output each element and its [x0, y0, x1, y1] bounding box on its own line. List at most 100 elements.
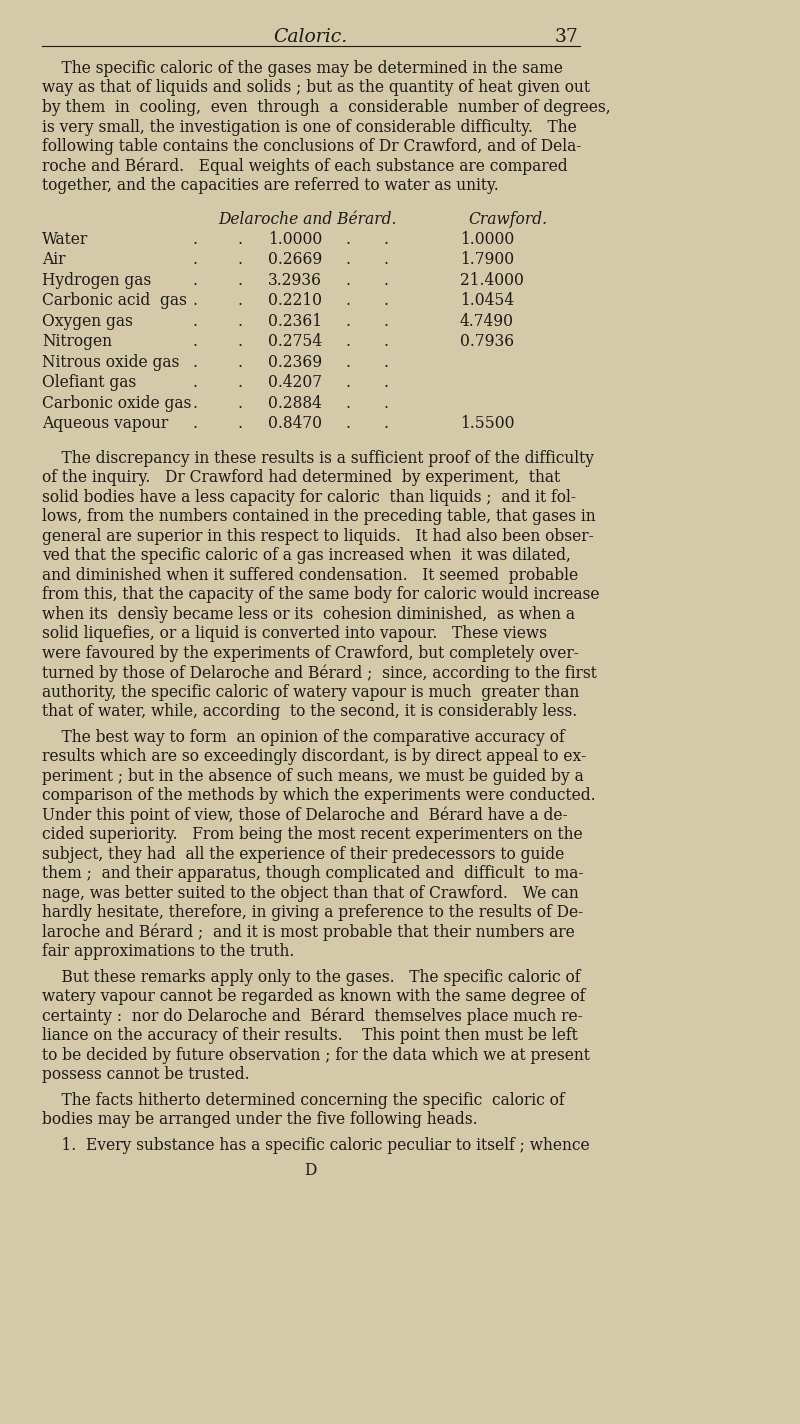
Text: .: .: [346, 333, 350, 350]
Text: 0.7936: 0.7936: [460, 333, 514, 350]
Text: .: .: [193, 333, 198, 350]
Text: Caloric.: Caloric.: [273, 28, 347, 46]
Text: Crawford.: Crawford.: [468, 211, 547, 228]
Text: .: .: [238, 313, 242, 330]
Text: .: .: [238, 394, 242, 412]
Text: liance on the accuracy of their results.    This point then must be left: liance on the accuracy of their results.…: [42, 1027, 578, 1044]
Text: together, and the capacities are referred to water as unity.: together, and the capacities are referre…: [42, 177, 498, 194]
Text: .: .: [238, 252, 242, 269]
Text: But these remarks apply only to the gases.   The specific caloric of: But these remarks apply only to the gase…: [42, 968, 581, 985]
Text: The specific caloric of the gases may be determined in the same: The specific caloric of the gases may be…: [42, 60, 563, 77]
Text: .: .: [238, 272, 242, 289]
Text: nage, was better suited to the object than that of Crawford.   We can: nage, was better suited to the object th…: [42, 884, 578, 901]
Text: Water: Water: [42, 231, 88, 248]
Text: Nitrous oxide gas: Nitrous oxide gas: [42, 353, 179, 370]
Text: .: .: [193, 272, 198, 289]
Text: ved that the specific caloric of a gas increased when  it was dilated,: ved that the specific caloric of a gas i…: [42, 547, 571, 564]
Text: .: .: [193, 416, 198, 433]
Text: .: .: [346, 353, 350, 370]
Text: .: .: [346, 252, 350, 269]
Text: .: .: [238, 353, 242, 370]
Text: were favoured by the experiments of Crawford, but completely over-: were favoured by the experiments of Craw…: [42, 645, 579, 662]
Text: laroche and Bérard ;  and it is most probable that their numbers are: laroche and Bérard ; and it is most prob…: [42, 924, 574, 941]
Text: Under this point of view, those of Delaroche and  Bérard have a de-: Under this point of view, those of Delar…: [42, 807, 568, 824]
Text: following table contains the conclusions of Dr Crawford, and of Dela-: following table contains the conclusions…: [42, 138, 582, 155]
Text: of the inquiry.   Dr Crawford had determined  by experiment,  that: of the inquiry. Dr Crawford had determin…: [42, 470, 560, 486]
Text: The best way to form  an opinion of the comparative accuracy of: The best way to form an opinion of the c…: [42, 729, 565, 746]
Text: .: .: [383, 375, 389, 392]
Text: .: .: [346, 375, 350, 392]
Text: lows, from the numbers contained in the preceding table, that gases in: lows, from the numbers contained in the …: [42, 508, 596, 525]
Text: roche and Bérard.   Equal weights of each substance are compared: roche and Bérard. Equal weights of each …: [42, 158, 568, 175]
Text: The discrepancy in these results is a sufficient proof of the difficulty: The discrepancy in these results is a su…: [42, 450, 594, 467]
Text: .: .: [193, 313, 198, 330]
Text: .: .: [346, 394, 350, 412]
Text: 4.7490: 4.7490: [460, 313, 514, 330]
Text: solid bodies have a less capacity for caloric  than liquids ;  and it fol-: solid bodies have a less capacity for ca…: [42, 488, 576, 506]
Text: .: .: [238, 292, 242, 309]
Text: 3.2936: 3.2936: [268, 272, 322, 289]
Text: periment ; but in the absence of such means, we must be guided by a: periment ; but in the absence of such me…: [42, 768, 584, 785]
Text: The facts hitherto determined concerning the specific  caloric of: The facts hitherto determined concerning…: [42, 1092, 565, 1109]
Text: .: .: [193, 231, 198, 248]
Text: .: .: [193, 353, 198, 370]
Text: .: .: [346, 292, 350, 309]
Text: 37: 37: [554, 28, 578, 46]
Text: that of water, while, according  to the second, it is considerably less.: that of water, while, according to the s…: [42, 703, 578, 721]
Text: .: .: [383, 313, 389, 330]
Text: Aqueous vapour: Aqueous vapour: [42, 416, 168, 433]
Text: Oxygen gas: Oxygen gas: [42, 313, 133, 330]
Text: and diminished when it suffered condensation.   It seemed  probable: and diminished when it suffered condensa…: [42, 567, 578, 584]
Text: 0.4207: 0.4207: [268, 375, 322, 392]
Text: 0.2369: 0.2369: [268, 353, 322, 370]
Text: them ;  and their apparatus, though complicated and  difficult  to ma-: them ; and their apparatus, though compl…: [42, 866, 583, 883]
Text: when its  densi̇y became less or its  cohesion diminished,  as when a: when its densi̇y became less or its cohe…: [42, 605, 575, 622]
Text: .: .: [193, 394, 198, 412]
Text: .: .: [383, 292, 389, 309]
Text: solid liquefies, or a liquid is converted into vapour.   These views: solid liquefies, or a liquid is converte…: [42, 625, 547, 642]
Text: 0.2361: 0.2361: [268, 313, 322, 330]
Text: .: .: [383, 252, 389, 269]
Text: Olefiant gas: Olefiant gas: [42, 375, 136, 392]
Text: .: .: [383, 231, 389, 248]
Text: way as that of liquids and solids ; but as the quantity of heat given out: way as that of liquids and solids ; but …: [42, 80, 590, 97]
Text: .: .: [238, 416, 242, 433]
Text: 0.2754: 0.2754: [268, 333, 322, 350]
Text: .: .: [346, 231, 350, 248]
Text: bodies may be arranged under the five following heads.: bodies may be arranged under the five fo…: [42, 1111, 478, 1128]
Text: .: .: [346, 313, 350, 330]
Text: fair approximations to the truth.: fair approximations to the truth.: [42, 943, 294, 960]
Text: 1.7900: 1.7900: [460, 252, 514, 269]
Text: .: .: [383, 416, 389, 433]
Text: .: .: [238, 333, 242, 350]
Text: .: .: [383, 272, 389, 289]
Text: hardly hesitate, therefore, in giving a preference to the results of De-: hardly hesitate, therefore, in giving a …: [42, 904, 583, 921]
Text: results which are so exceedingly discordant, is by direct appeal to ex-: results which are so exceedingly discord…: [42, 748, 586, 765]
Text: watery vapour cannot be regarded as known with the same degree of: watery vapour cannot be regarded as know…: [42, 988, 586, 1005]
Text: .: .: [346, 416, 350, 433]
Text: to be decided by future observation ; for the data which we at present: to be decided by future observation ; fo…: [42, 1047, 590, 1064]
Text: D: D: [304, 1162, 316, 1179]
Text: Air: Air: [42, 252, 66, 269]
Text: 1.0000: 1.0000: [268, 231, 322, 248]
Text: .: .: [193, 292, 198, 309]
Text: Delaroche and Bérard.: Delaroche and Bérard.: [218, 211, 396, 228]
Text: subject, they had  all the experience of their predecessors to guide: subject, they had all the experience of …: [42, 846, 564, 863]
Text: authority, the specific caloric of watery vapour is much  greater than: authority, the specific caloric of water…: [42, 684, 579, 701]
Text: from this, that the capacity of the same body for caloric would increase: from this, that the capacity of the same…: [42, 587, 599, 604]
Text: turned by those of Delaroche and Bérard ;  since, according to the first: turned by those of Delaroche and Bérard …: [42, 664, 597, 682]
Text: 0.2669: 0.2669: [268, 252, 322, 269]
Text: Carbonic acid  gas: Carbonic acid gas: [42, 292, 187, 309]
Text: 0.2210: 0.2210: [268, 292, 322, 309]
Text: Nitrogen: Nitrogen: [42, 333, 112, 350]
Text: Carbonic oxide gas: Carbonic oxide gas: [42, 394, 191, 412]
Text: .: .: [238, 231, 242, 248]
Text: comparison of the methods by which the experiments were conducted.: comparison of the methods by which the e…: [42, 787, 596, 805]
Text: is very small, the investigation is one of considerable difficulty.   The: is very small, the investigation is one …: [42, 118, 577, 135]
Text: .: .: [238, 375, 242, 392]
Text: 0.8470: 0.8470: [268, 416, 322, 433]
Text: .: .: [383, 333, 389, 350]
Text: 1.0454: 1.0454: [460, 292, 514, 309]
Text: 21.4000: 21.4000: [460, 272, 524, 289]
Text: by them  in  cooling,  even  through  a  considerable  number of degrees,: by them in cooling, even through a consi…: [42, 100, 610, 115]
